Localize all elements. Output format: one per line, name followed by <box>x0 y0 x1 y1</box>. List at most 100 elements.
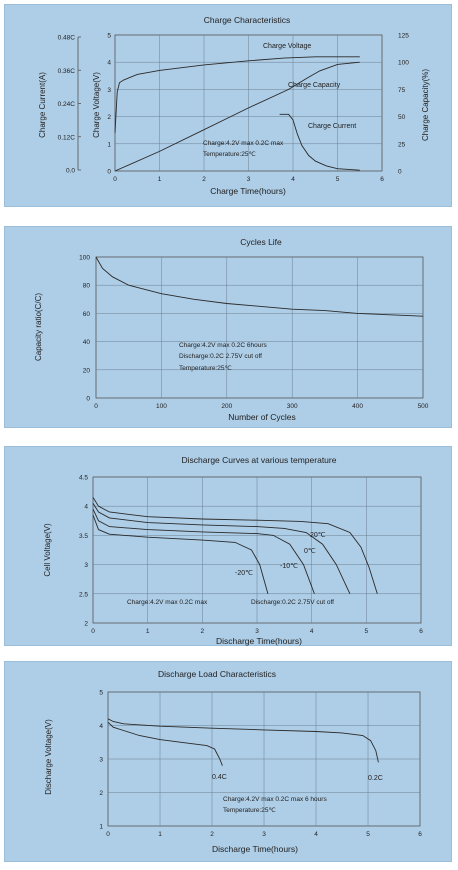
x-tick-label: 3 <box>247 176 251 183</box>
grid-lines <box>108 692 420 826</box>
grid-lines <box>93 477 421 623</box>
series-label-0-2c: 0.2C <box>368 775 383 782</box>
annotation-discharge: Discharge:0.2C 2.75V cut off <box>251 599 334 606</box>
current-axis: 0.0 0.12C 0.24C 0.36C 0.48C <box>58 35 81 175</box>
series-group <box>114 56 360 172</box>
x-axis: 0 100 200 300 400 500 <box>94 403 429 410</box>
x-axis: 0 1 2 3 4 5 6 <box>113 176 384 183</box>
y-axis-label: Discharge Voltage(V) <box>44 719 53 795</box>
series-line-3 <box>92 514 269 594</box>
y-tick-label: 3 <box>99 757 103 764</box>
chart-title: Discharge Load Characteristics <box>158 669 276 679</box>
x-tick-label: 400 <box>352 403 363 410</box>
series-line-current <box>279 113 360 171</box>
voltage-tick-label: 4 <box>107 60 111 67</box>
x-tick-label: 0 <box>106 831 110 838</box>
voltage-axis-label: Charge Voltage(V) <box>92 72 101 138</box>
annotation-charge: Charge:4.2V max 0.2C max <box>127 599 208 606</box>
x-tick-label: 4 <box>291 176 295 183</box>
current-tick-label: 0.48C <box>58 35 76 42</box>
series-group <box>107 718 379 766</box>
y-axis: 1 2 3 4 5 <box>99 690 103 831</box>
current-tick-label: 0.24C <box>58 101 76 108</box>
voltage-tick-label: 2 <box>107 114 111 121</box>
series-line-0 <box>92 497 378 594</box>
annotation-temperature: Temperature:25℃ <box>203 151 257 158</box>
x-tick-label: 6 <box>419 628 423 635</box>
capacity-tick-label: 50 <box>398 114 406 121</box>
discharge-temperature-chart: Discharge Curves at various temperature … <box>43 455 423 646</box>
y-axis-label: Cell Voltage(V) <box>43 523 52 577</box>
x-axis: 0 1 2 3 4 5 6 <box>91 628 423 635</box>
series-line-2 <box>92 508 315 594</box>
x-tick-label: 5 <box>336 176 340 183</box>
y-tick-label: 20 <box>83 367 91 374</box>
discharge-temperature-panel: Discharge Curves at various temperature … <box>4 446 452 646</box>
x-axis-label: Discharge Time(hours) <box>216 636 302 646</box>
series-line-voltage <box>114 56 360 133</box>
chart-title: Cycles Life <box>240 237 282 247</box>
x-tick-label: 2 <box>210 831 214 838</box>
grid-lines <box>96 257 423 398</box>
x-tick-label: 6 <box>418 831 422 838</box>
y-tick-label: 5 <box>99 690 103 697</box>
y-tick-label: 40 <box>83 339 91 346</box>
series-label-charge-capacity: Charge Capacity <box>288 82 341 89</box>
x-axis: 0 1 2 3 4 5 6 <box>106 831 422 838</box>
x-tick-label: 6 <box>380 176 384 183</box>
series-line-0 <box>107 718 379 763</box>
chart-title: Charge Characteristics <box>204 15 290 25</box>
x-tick-label: 1 <box>158 176 162 183</box>
capacity-tick-label: 75 <box>398 87 406 94</box>
capacity-axis: 0 25 50 75 100 125 <box>398 33 409 176</box>
voltage-tick-label: 3 <box>107 87 111 94</box>
y-tick-label: 1 <box>99 824 103 831</box>
plot-area <box>95 256 424 399</box>
series-line-1 <box>107 721 223 766</box>
cycles-life-chart: Cycles Life 0 20 40 60 80 100 0 100 200 300 400 50… <box>34 237 429 422</box>
x-tick-label: 5 <box>366 831 370 838</box>
y-tick-label: 2 <box>99 790 103 797</box>
current-axis-label: Charge Current(A) <box>38 72 47 138</box>
y-tick-label: 2 <box>84 621 88 628</box>
x-axis-label: Charge Time(hours) <box>210 186 286 196</box>
annotation-discharge: Discharge:0.2C 2.75V cut off <box>179 353 262 360</box>
x-tick-label: 100 <box>156 403 167 410</box>
x-axis-label: Number of Cycles <box>228 412 296 422</box>
x-tick-label: 300 <box>287 403 298 410</box>
series-label-minus20c: -20℃ <box>235 570 253 577</box>
annotation-temperature: Temperature:25℃ <box>223 807 277 814</box>
current-tick-label: 0.36C <box>58 68 76 75</box>
charge-characteristics-panel: Charge Characteristics 0.0 0.12C 0.24C 0.36… <box>4 4 452 207</box>
capacity-tick-label: 100 <box>398 60 409 67</box>
y-tick-label: 0 <box>86 396 90 403</box>
y-axis: 0 20 40 60 80 100 <box>79 255 90 403</box>
x-tick-label: 4 <box>314 831 318 838</box>
voltage-axis: 0 1 2 3 4 5 <box>107 33 111 176</box>
x-tick-label: 2 <box>202 176 206 183</box>
annotation-temperature: Temperature:25℃ <box>179 365 233 372</box>
series-label-0c: 0℃ <box>304 548 316 555</box>
y-tick-label: 100 <box>79 255 90 262</box>
y-tick-label: 3 <box>84 562 88 569</box>
voltage-tick-label: 1 <box>107 141 111 148</box>
series-group <box>95 256 424 317</box>
series-label-charge-voltage: Charge Voltage <box>263 43 311 50</box>
series-line-capacity <box>114 61 360 172</box>
x-axis-label: Discharge Time(hours) <box>212 844 298 854</box>
y-tick-label: 4 <box>99 723 103 730</box>
capacity-tick-label: 25 <box>398 141 406 148</box>
x-tick-label: 200 <box>221 403 232 410</box>
series-label-0-4c: 0.4C <box>212 774 227 781</box>
current-tick-label: 0.0 <box>66 168 75 175</box>
y-tick-label: 4.5 <box>79 475 88 482</box>
cycles-life-panel: Cycles Life 0 20 40 60 80 100 0 100 200 300 400 50… <box>4 226 452 428</box>
series-line-0 <box>95 256 424 317</box>
y-tick-label: 60 <box>83 311 91 318</box>
series-label-minus10c: -10℃ <box>280 563 298 570</box>
chart-title: Discharge Curves at various temperature <box>182 455 337 465</box>
y-tick-label: 4 <box>84 504 88 511</box>
annotation-charge: Charge:4.2V max 0.2C max <box>203 140 284 147</box>
